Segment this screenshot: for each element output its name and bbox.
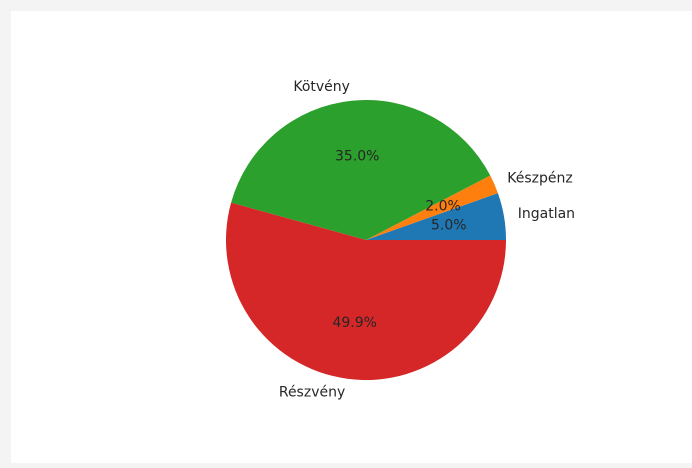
pie-category-label-keszpenz: Készpénz — [507, 171, 572, 187]
pie-category-label-reszveny: Részvény — [279, 385, 345, 401]
pie-slice-reszveny — [226, 202, 507, 380]
pie-category-label-ingatlan: Ingatlan — [518, 206, 575, 222]
pie-percent-label-keszpenz: 2.0% — [425, 198, 461, 214]
pie-slice-ingatlan — [366, 193, 506, 240]
pie-slices — [226, 99, 507, 380]
pie-percent-label-kotveny: 35.0% — [335, 148, 379, 164]
pie-chart: 5.0% 2.0% 35.0% 49.9% Ingatlan Készpénz Kötvé… — [226, 79, 575, 401]
pie-percent-label-reszveny: 49.9% — [332, 315, 376, 331]
pie-slice-kotveny — [231, 99, 491, 240]
pie-percent-labels: 5.0% 2.0% 35.0% 49.9% — [332, 148, 466, 331]
chart-figure: 5.0% 2.0% 35.0% 49.9% Ingatlan Készpénz Kötvé… — [11, 11, 692, 463]
pie-category-labels: Ingatlan Készpénz Kötvény Részvény — [279, 79, 575, 401]
pie-percent-label-ingatlan: 5.0% — [431, 218, 467, 234]
pie-slice-keszpenz — [366, 175, 498, 240]
pie-category-label-kotveny: Kötvény — [293, 79, 350, 95]
